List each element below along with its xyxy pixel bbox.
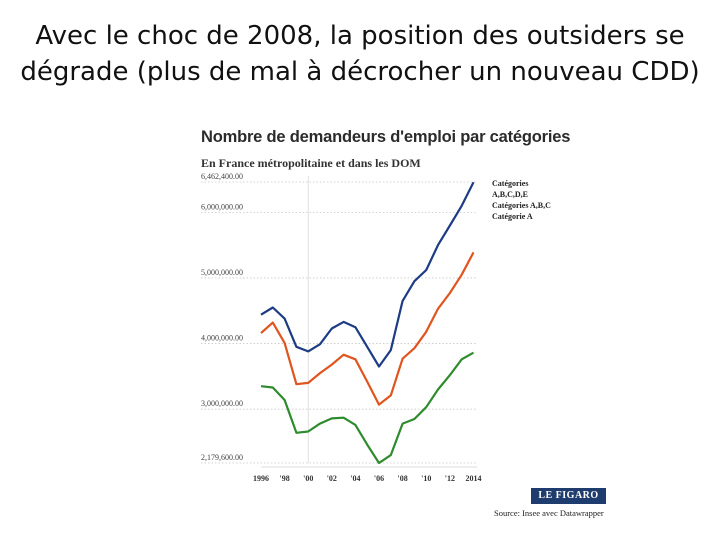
y-tick-label: 3,000,000.00 bbox=[201, 399, 243, 408]
x-tick-label: '00 bbox=[303, 474, 313, 483]
x-tick-label: '98 bbox=[279, 474, 289, 483]
source-note: Source: Insee avec Datawrapper bbox=[494, 508, 604, 518]
y-tick-label: 6,462,400.00 bbox=[201, 172, 243, 181]
legend-entry: A,B,C,D,E bbox=[492, 190, 528, 199]
chart-figure: Nombre de demandeurs d'emploi par catégo… bbox=[189, 118, 613, 518]
legend-entry: Catégories A,B,C bbox=[492, 201, 551, 210]
slide-title: Avec le choc de 2008, la position des ou… bbox=[10, 18, 710, 90]
x-tick-label: '10 bbox=[421, 474, 431, 483]
chart-title: Nombre de demandeurs d'emploi par catégo… bbox=[201, 128, 571, 146]
slide-title-line-2: dégrade (plus de mal à décrocher un nouv… bbox=[20, 57, 700, 87]
x-tick-label: '12 bbox=[445, 474, 455, 483]
y-tick-label: 2,179,600.00 bbox=[201, 453, 243, 462]
x-tick-label: 2014 bbox=[465, 474, 481, 483]
x-tick-label: '06 bbox=[374, 474, 384, 483]
series-line bbox=[260, 351, 475, 465]
x-tick-label: '04 bbox=[350, 474, 360, 483]
legend-entry: Catégories bbox=[492, 179, 528, 188]
legend-entry: Catégorie A bbox=[492, 212, 533, 221]
y-tick-label: 5,000,000.00 bbox=[201, 268, 243, 277]
y-tick-label: 4,000,000.00 bbox=[201, 334, 243, 343]
series-line bbox=[260, 181, 475, 368]
chart-subtitle: En France métropolitaine et dans les DOM bbox=[201, 156, 421, 170]
series-line bbox=[260, 251, 475, 406]
y-tick-label: 6,000,000.00 bbox=[201, 202, 243, 211]
x-tick-label: 1996 bbox=[253, 474, 269, 483]
x-tick-label: '08 bbox=[398, 474, 408, 483]
chart-plot: 2,179,600.00 3,000,000.00 4,000,000.00 5,00… bbox=[201, 172, 551, 483]
le-figaro-logo: LE FIGARO bbox=[531, 488, 606, 504]
x-tick-label: '02 bbox=[327, 474, 337, 483]
slide-title-line-1: Avec le choc de 2008, la position des ou… bbox=[35, 21, 685, 51]
